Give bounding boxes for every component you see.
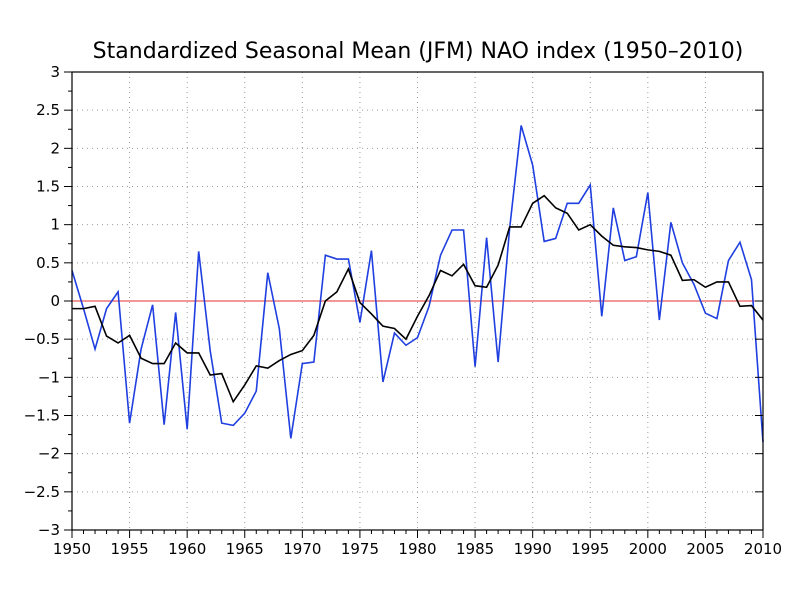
y-tick-label: −1.5	[24, 407, 60, 425]
x-tick-label: 1970	[283, 540, 321, 558]
x-tick-label: 1980	[398, 540, 436, 558]
x-tick-label: 1950	[53, 540, 91, 558]
y-tick-label: 3	[50, 63, 60, 81]
x-tick-label: 2010	[744, 540, 782, 558]
x-tick-label: 1990	[514, 540, 552, 558]
y-tick-label: 0	[50, 292, 60, 310]
x-tick-label: 1985	[456, 540, 494, 558]
y-tick-label: −3	[38, 521, 60, 539]
tick-marks-layer	[64, 71, 764, 538]
y-tick-label: 2	[50, 139, 60, 157]
y-tick-label: −0.5	[24, 330, 60, 348]
x-tick-label: 1960	[168, 540, 206, 558]
series-line-annual-index	[71, 125, 764, 443]
y-tick-label: −2	[38, 445, 60, 463]
x-tick-label: 1955	[110, 540, 148, 558]
x-tick-label: 1975	[341, 540, 379, 558]
y-tick-label: 0.5	[36, 254, 60, 272]
y-tick-label: −2.5	[24, 483, 60, 501]
x-tick-label: 2005	[686, 540, 724, 558]
y-tick-label: 2.5	[36, 101, 60, 119]
x-tick-label: 2000	[629, 540, 667, 558]
x-tick-label: 1965	[226, 540, 264, 558]
y-tick-label: 1.5	[36, 178, 60, 196]
series-layer	[71, 125, 764, 443]
y-tick-label: −1	[38, 368, 60, 386]
x-tick-label: 1995	[571, 540, 609, 558]
chart-title: Standardized Seasonal Mean (JFM) NAO ind…	[93, 39, 744, 64]
series-line-running-mean	[72, 194, 764, 404]
y-tick-label: 1	[50, 216, 60, 234]
